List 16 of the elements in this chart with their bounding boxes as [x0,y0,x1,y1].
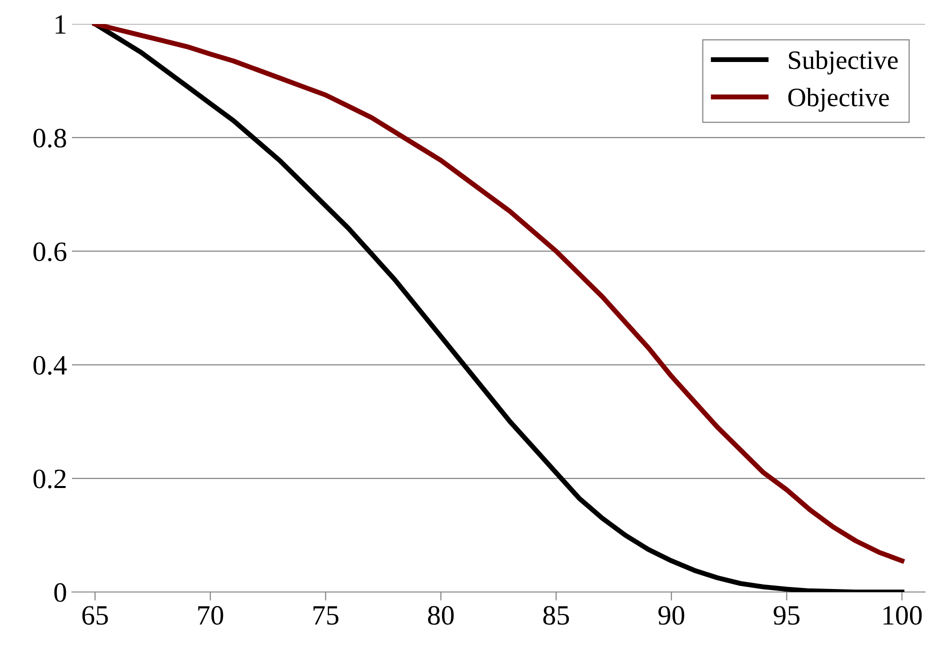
x-tick-label: 95 [774,606,800,625]
y-tick-label: 0 [54,583,66,602]
y-tick-label: 0.2 [33,470,66,488]
y-tick-label: 1 [56,15,66,34]
legend-label: Subjective [788,50,898,74]
y-tick-label: 0.4 [33,356,67,375]
x-tick-label: 65 [82,606,108,625]
x-tick-label: 85 [543,606,569,625]
x-tick-label: 70 [198,606,224,625]
y-tick-label: 0.6 [33,242,66,262]
y-tick-label: 0.8 [33,128,66,148]
x-tick-label: 80 [428,606,454,625]
x-tick-label: 90 [658,606,684,625]
legend-label: Objective [788,88,889,112]
x-tick-label: 100 [884,606,922,625]
x-tick-label: 75 [314,606,338,625]
